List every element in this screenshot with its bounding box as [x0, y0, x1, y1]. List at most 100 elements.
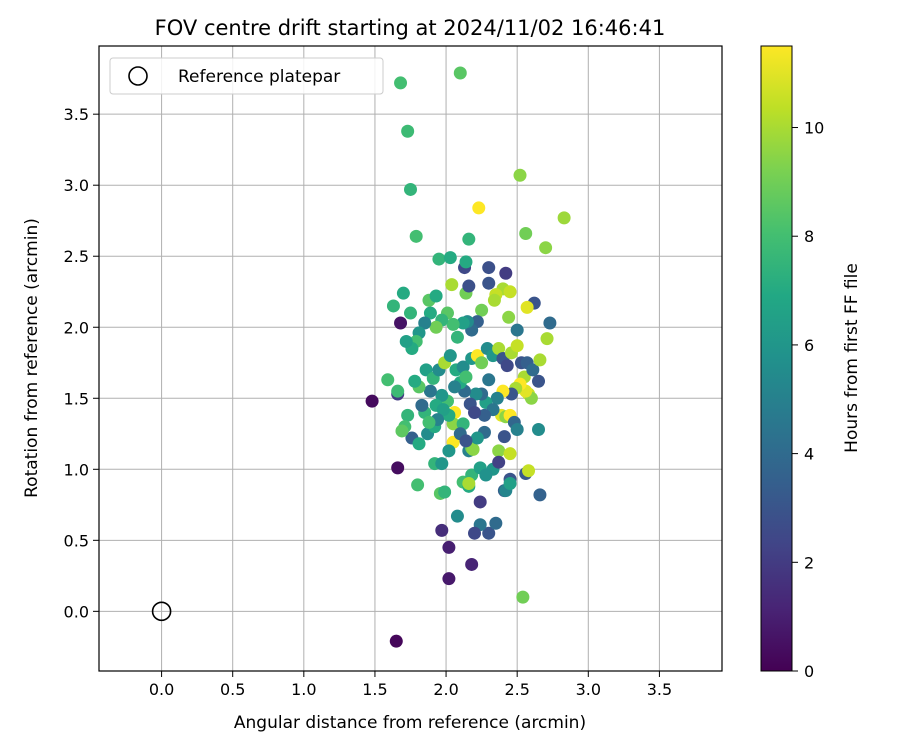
- data-point: [411, 478, 425, 492]
- plot-area: [99, 46, 722, 671]
- data-point: [522, 464, 536, 478]
- x-tick-label: 0.5: [220, 680, 245, 699]
- plot-frame: [98, 45, 723, 672]
- data-point: [419, 363, 433, 377]
- data-point: [462, 279, 476, 293]
- data-point: [519, 227, 533, 240]
- data-point: [408, 374, 422, 388]
- data-point: [415, 398, 429, 412]
- x-tick-label: 1.5: [362, 680, 387, 699]
- x-tick-label: 2.5: [504, 680, 529, 699]
- data-point: [477, 408, 491, 422]
- data-point: [459, 255, 473, 269]
- data-point: [446, 317, 460, 331]
- x-tick-label: 2.0: [433, 680, 458, 699]
- data-point: [475, 303, 489, 317]
- colorbar-tick-label: 4: [804, 445, 814, 464]
- data-point: [459, 370, 473, 384]
- data-point: [472, 201, 486, 215]
- y-tick-label: 2.5: [64, 247, 89, 266]
- data-point: [489, 516, 503, 530]
- data-point: [503, 447, 517, 461]
- y-axis-ticks: 0.0 0.5 1.0 1.5 2.0 2.5 3.0 3.5: [64, 105, 99, 621]
- data-point: [533, 353, 547, 367]
- data-point: [389, 634, 403, 648]
- data-point: [482, 373, 496, 387]
- x-tick-label: 0.0: [149, 680, 174, 699]
- data-point: [432, 252, 446, 266]
- x-tick-label: 1.0: [291, 680, 316, 699]
- data-point: [468, 526, 482, 540]
- data-point: [450, 330, 464, 344]
- data-point: [482, 261, 496, 275]
- colorbar-tick-label: 10: [804, 119, 824, 138]
- data-point: [456, 417, 470, 431]
- data-point: [409, 229, 423, 243]
- data-point: [445, 278, 459, 292]
- y-tick-label: 3.5: [64, 105, 89, 124]
- data-point: [482, 526, 496, 540]
- data-point: [442, 540, 456, 554]
- chart-title: FOV centre drift starting at 2024/11/02 …: [155, 16, 666, 40]
- data-point: [396, 286, 410, 300]
- data-point: [391, 461, 405, 475]
- data-point: [465, 557, 479, 571]
- data-point: [482, 276, 496, 290]
- data-point: [412, 437, 426, 451]
- data-point: [533, 488, 547, 502]
- data-point: [475, 356, 489, 370]
- legend-box: [109, 57, 384, 95]
- legend: Reference platepar: [109, 57, 384, 95]
- data-point: [394, 76, 408, 90]
- data-point: [394, 316, 408, 330]
- data-point: [526, 363, 540, 377]
- data-point: [532, 374, 546, 388]
- data-point: [462, 477, 476, 490]
- data-point: [395, 424, 409, 438]
- data-point: [435, 523, 449, 537]
- data-point: [365, 394, 379, 408]
- data-point: [510, 323, 524, 337]
- data-point: [503, 285, 517, 299]
- data-point: [422, 415, 436, 429]
- data-point: [492, 342, 506, 356]
- data-points: [365, 66, 571, 648]
- data-point: [490, 391, 504, 405]
- y-tick-label: 3.0: [64, 176, 89, 195]
- data-point: [539, 241, 553, 255]
- data-point: [404, 182, 417, 196]
- y-tick-label: 0.0: [64, 602, 89, 621]
- colorbar-label: Hours from first FF file: [842, 263, 862, 453]
- data-point: [450, 509, 464, 523]
- data-point: [418, 316, 432, 330]
- x-axis-ticks: 0.0 0.5 1.0 1.5 2.0 2.5 3.0 3.5: [149, 671, 672, 699]
- data-point: [443, 349, 457, 363]
- x-tick-label: 3.5: [647, 680, 672, 699]
- data-point: [462, 232, 476, 246]
- data-point: [443, 251, 457, 265]
- data-point: [453, 66, 467, 80]
- legend-entry-reference: Reference platepar: [178, 67, 340, 87]
- data-point: [479, 468, 493, 482]
- data-point: [469, 387, 483, 401]
- data-point: [435, 388, 449, 402]
- data-point: [386, 299, 400, 313]
- data-point: [492, 444, 506, 458]
- x-tick-label: 3.0: [576, 680, 601, 699]
- x-axis-label: Angular distance from reference (arcmin): [234, 713, 586, 733]
- colorbar-ticks: 0 2 4 6 8 10: [792, 119, 824, 681]
- y-tick-label: 2.0: [64, 318, 89, 337]
- data-point: [497, 430, 511, 444]
- colorbar-tick-label: 8: [804, 227, 814, 246]
- data-point: [381, 373, 395, 387]
- data-point: [503, 477, 517, 490]
- data-point: [502, 310, 516, 324]
- data-point: [436, 403, 450, 417]
- data-point: [510, 339, 524, 353]
- data-point: [500, 359, 514, 373]
- colorbar-tick-label: 2: [804, 553, 814, 572]
- y-tick-label: 0.5: [64, 531, 89, 550]
- data-point: [557, 211, 571, 225]
- y-axis-label: Rotation from reference (arcmin): [22, 218, 42, 498]
